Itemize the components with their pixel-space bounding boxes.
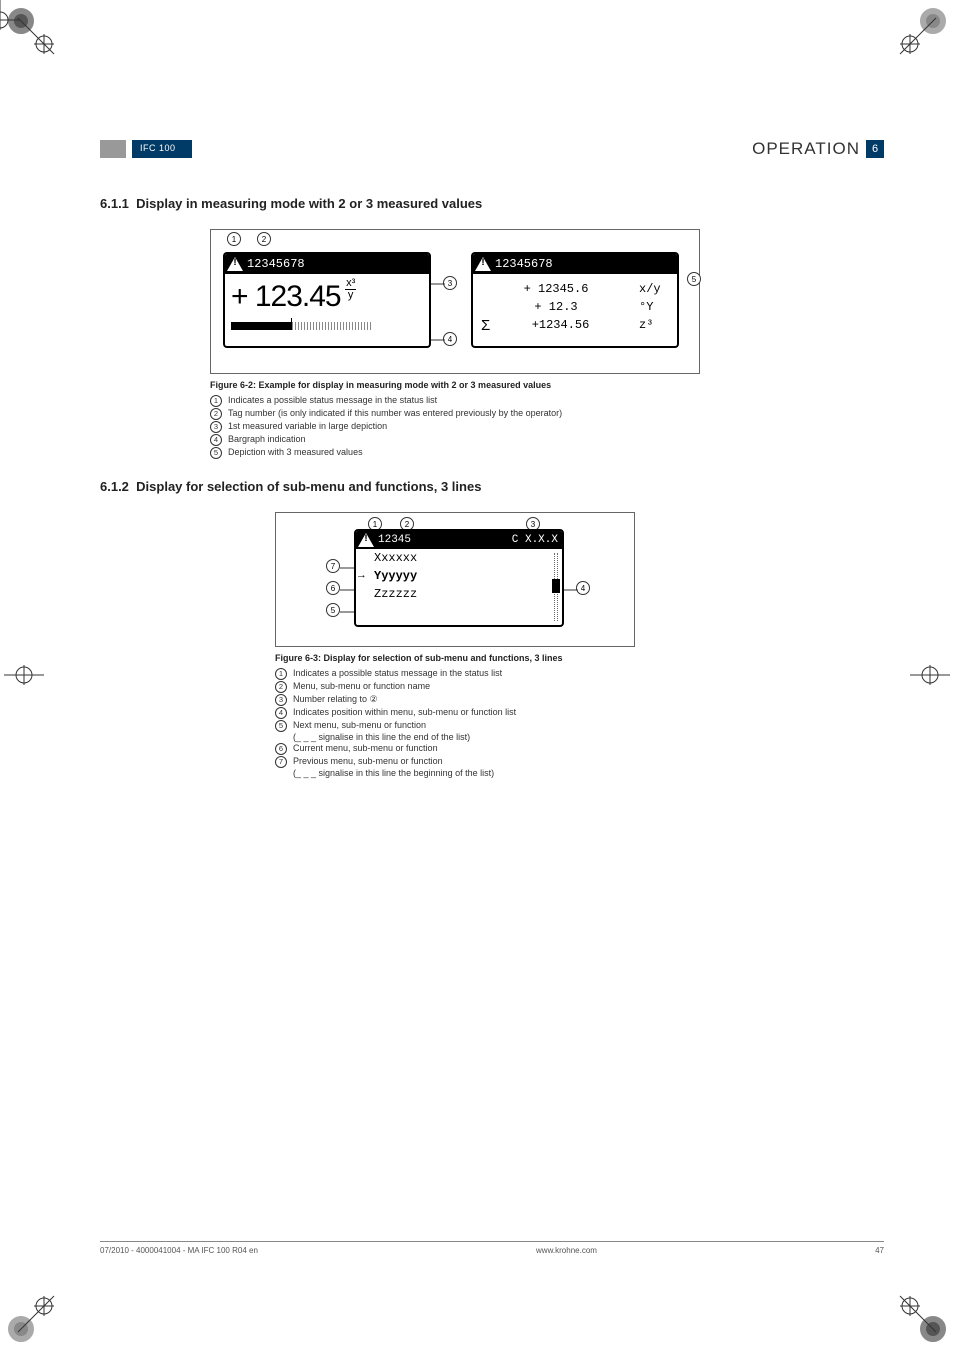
tag-number-right: 12345678 (495, 257, 553, 271)
lcd-2-values: 12345678 + 123.45 x³ y (223, 252, 431, 348)
unit-denominator: y (345, 290, 356, 301)
callout-4: 4 (443, 332, 457, 346)
legend-item: Menu, sub-menu or function name (293, 680, 430, 693)
side-mark-right (910, 655, 950, 695)
menu-display: 12345 C X.X.X Xxxxxx →Yyyyyy Zzzzzz (354, 529, 564, 627)
legend-item: Indicates position within menu, sub-menu… (293, 706, 516, 719)
unit-row-2: °Y (639, 298, 669, 316)
lcd-header-left: 12345678 (225, 254, 429, 274)
lcd-header-right: 12345678 (473, 254, 677, 274)
callout-1: 1 (227, 232, 241, 246)
callout-7b: 7 (326, 559, 340, 573)
legend-item: Previous menu, sub-menu or function (293, 755, 443, 768)
section-title-2: 6.1.2 Display for selection of sub-menu … (100, 479, 884, 494)
legend-sub-5: (_ _ _ signalise in this line the end of… (293, 732, 884, 742)
section-title-1: 6.1.1 Display in measuring mode with 2 o… (100, 196, 884, 211)
figure-6-3: 1 2 3 7 6 5 4 12345 C X.X.X Xxxxxx →Yyyy… (275, 512, 635, 647)
product-label: IFC 100 (132, 140, 192, 158)
value-row-1: + 12345.6 (524, 280, 589, 298)
crop-mark-br (888, 1284, 948, 1344)
legend-list-1: 1Indicates a possible status message in … (210, 394, 884, 459)
unit-row-3: z³ (639, 316, 669, 339)
chapter-number: 6 (866, 140, 884, 158)
measured-value-large: + 123.45 (231, 280, 341, 313)
callout-3: 3 (443, 276, 457, 290)
legend-item: Tag number (is only indicated if this nu… (228, 407, 562, 420)
callout-5b: 5 (326, 603, 340, 617)
unit-row-1: x/y (639, 280, 669, 298)
legend-item: Depiction with 3 measured values (228, 446, 363, 459)
value-row-2: + 12.3 (534, 298, 577, 316)
callout-6b: 6 (326, 581, 340, 595)
menu-line-current: →Yyyyyy (356, 567, 562, 585)
legend-sub-7: (_ _ _ signalise in this line the beginn… (293, 768, 884, 778)
warning-icon (475, 257, 491, 271)
menu-header: 12345 C X.X.X (356, 531, 562, 549)
footer-center: www.krohne.com (536, 1246, 597, 1255)
crop-mark-bl (6, 1284, 66, 1344)
figure-caption-2: Figure 6-3: Display for selection of sub… (275, 653, 884, 663)
menu-tag: 12345 (378, 534, 411, 546)
menu-line-next: Zzzzzz (356, 585, 562, 603)
callout-5: 5 (687, 272, 701, 286)
legend-item: Number relating to ② (293, 693, 378, 706)
crop-mid-bottom (0, 0, 30, 50)
side-mark-left (4, 655, 44, 695)
page-title: OPERATION (752, 139, 860, 159)
section-heading-1: Display in measuring mode with 2 or 3 me… (136, 196, 482, 211)
footer-left: 07/2010 - 4000041004 - MA IFC 100 R04 en (100, 1246, 258, 1255)
legend-item: Current menu, sub-menu or function (293, 742, 438, 755)
menu-position: C X.X.X (510, 534, 560, 546)
figure-caption-1: Figure 6-2: Example for display in measu… (210, 380, 884, 390)
scroll-thumb (552, 579, 560, 593)
callout-2: 2 (257, 232, 271, 246)
sigma-icon: Σ (481, 316, 490, 339)
tag-number-left: 12345678 (247, 257, 305, 271)
warning-icon (358, 533, 374, 547)
legend-list-2: 1Indicates a possible status message in … (275, 667, 884, 778)
bargraph (231, 318, 423, 330)
figure-6-2: 1 2 12345678 + 123.45 x³ y 3 4 (210, 229, 700, 374)
warning-icon (227, 257, 243, 271)
page-footer: 07/2010 - 4000041004 - MA IFC 100 R04 en… (100, 1241, 884, 1255)
unit-fraction: x³ y (345, 278, 356, 301)
value-row-3: +1234.56 (532, 316, 590, 339)
menu-line-prev: Xxxxxx (356, 549, 562, 567)
legend-item: Indicates a possible status message in t… (228, 394, 437, 407)
header-grey-block (100, 140, 126, 158)
page-header: IFC 100 OPERATION 6 (100, 140, 884, 158)
crop-mark-tr (888, 6, 948, 66)
section-number-1: 6.1.1 (100, 196, 129, 211)
legend-item: Indicates a possible status message in t… (293, 667, 502, 680)
footer-page-number: 47 (875, 1246, 884, 1255)
section-number-2: 6.1.2 (100, 479, 129, 494)
legend-item: 1st measured variable in large depiction (228, 420, 387, 433)
lcd-3-values: 12345678 + 12345.6 x/y + 12.3 °Y Σ +1234.56… (471, 252, 679, 348)
legend-item: Next menu, sub-menu or function (293, 719, 426, 732)
legend-item: Bargraph indication (228, 433, 306, 446)
callout-4b: 4 (576, 581, 590, 595)
section-heading-2: Display for selection of sub-menu and fu… (136, 479, 481, 494)
